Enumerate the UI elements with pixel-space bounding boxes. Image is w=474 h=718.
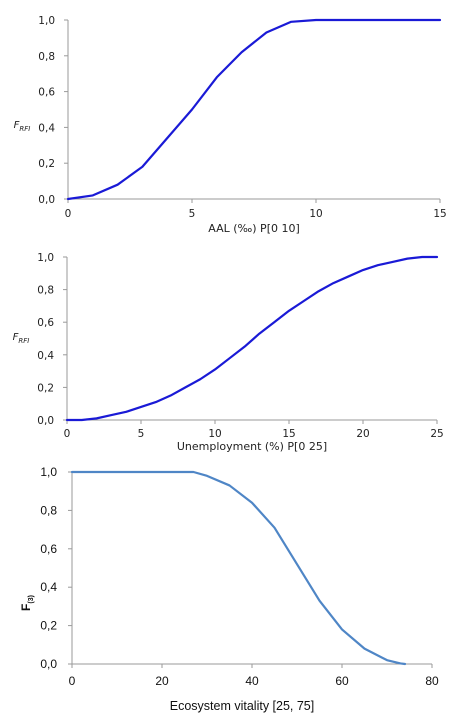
y-tick-label: 0,6 — [40, 542, 57, 556]
x-tick-label: 10 — [309, 208, 322, 220]
y-tick-label: 1,0 — [37, 252, 54, 264]
chart-unemployment: 0,0 0,2 0,4 0,6 0,8 1,0 0 5 10 15 20 25 Unemployment… — [13, 252, 444, 453]
chart-ecosystem-vitality: 0,0 0,2 0,4 0,6 0,8 1,0 0 20 40 60 80 Ecosystem vit… — [19, 465, 439, 713]
y-tick-label: 0,0 — [38, 194, 55, 206]
series-line — [65, 255, 439, 422]
series-line — [70, 470, 407, 666]
x-axis-label: Unemployment (%) P[0 25] — [177, 440, 327, 453]
x-tick-label: 20 — [356, 428, 369, 440]
x-tick-label: 25 — [430, 428, 443, 440]
x-axis-label: Ecosystem vitality [25, 75] — [170, 699, 315, 713]
y-tick-label: 0,4 — [37, 350, 54, 362]
y-tick-label: 1,0 — [40, 465, 57, 479]
y-tick-label: 0,6 — [37, 317, 54, 329]
y-axis-label-subscript: (3) — [28, 595, 35, 604]
y-tick-label: 0,2 — [38, 158, 55, 170]
x-tick-label: 20 — [155, 674, 169, 688]
y-tick-label: 0,8 — [38, 51, 55, 63]
y-tick-label: 0,4 — [38, 122, 55, 134]
y-axis-label: FRFI — [13, 332, 30, 345]
x-tick-label: 10 — [208, 428, 221, 440]
x-tick-label: 60 — [335, 674, 349, 688]
x-tick-label: 5 — [189, 208, 196, 220]
y-tick-label: 0,2 — [37, 382, 54, 394]
y-tick-label: 1,0 — [38, 15, 55, 27]
x-tick-label: 40 — [245, 674, 259, 688]
y-tick-label: 0,6 — [38, 87, 55, 99]
y-axis-label-subscript: RFI — [18, 337, 29, 345]
y-tick-label: 0,0 — [40, 657, 57, 671]
x-tick-label: 5 — [138, 428, 145, 440]
y-axis-label: F(3) — [19, 595, 35, 611]
x-tick-label: 0 — [64, 428, 71, 440]
y-tick-label: 0,2 — [40, 619, 57, 633]
y-axis-label-subscript: RFI — [19, 125, 30, 133]
x-tick-label: 0 — [69, 674, 76, 688]
chart-aal: 0,0 0,2 0,4 0,6 0,8 1,0 0 5 10 15 AAL (‰) P[0 10] F… — [14, 15, 447, 235]
x-tick-label: 0 — [65, 208, 72, 220]
x-tick-label: 15 — [282, 428, 295, 440]
y-tick-label: 0,8 — [40, 503, 57, 517]
x-tick-label: 15 — [433, 208, 446, 220]
y-axis-label: FRFI — [14, 120, 31, 133]
y-tick-label: 0,8 — [37, 285, 54, 297]
y-tick-label: 0,0 — [37, 415, 54, 427]
y-tick-label: 0,4 — [40, 580, 57, 594]
series-line — [66, 18, 442, 201]
x-tick-label: 80 — [425, 674, 439, 688]
x-axis-label: AAL (‰) P[0 10] — [208, 222, 300, 235]
